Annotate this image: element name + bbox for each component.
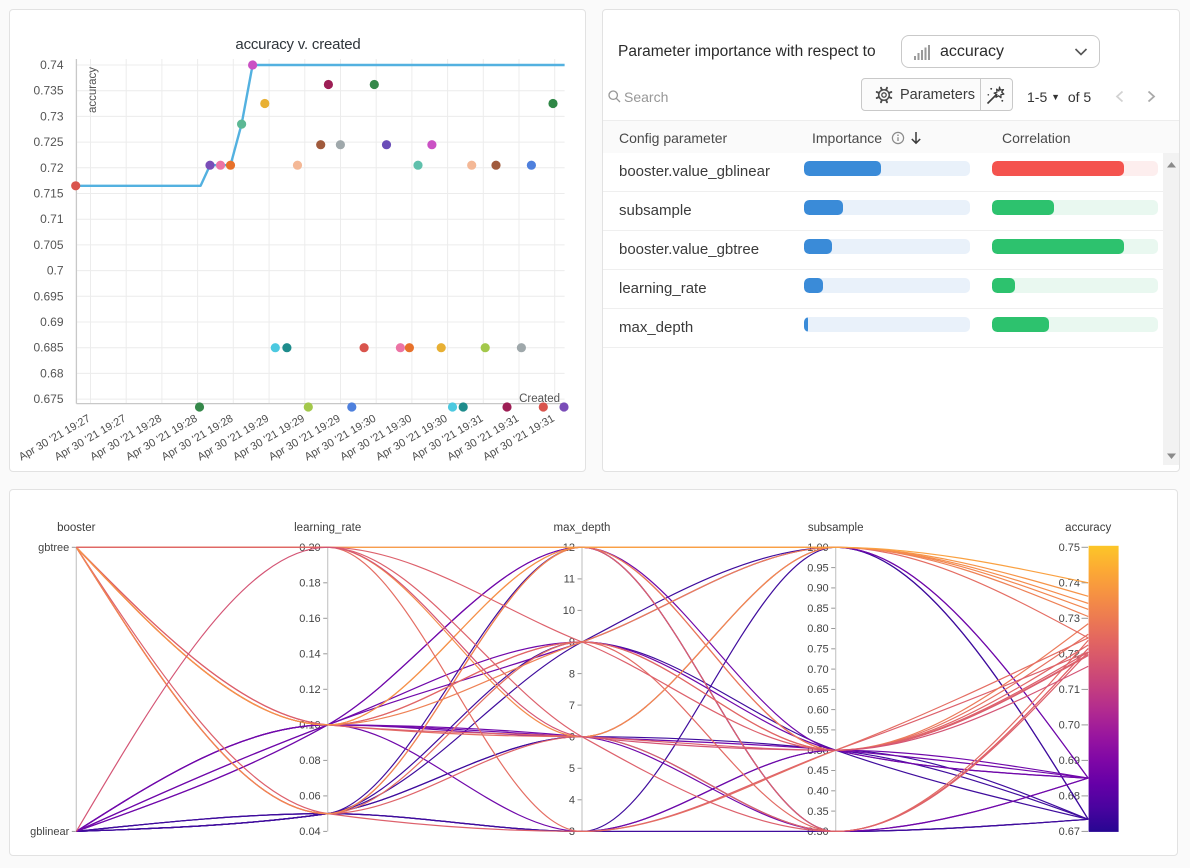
svg-text:7: 7: [569, 700, 575, 712]
svg-text:accuracy: accuracy: [1065, 522, 1111, 534]
svg-text:0.67: 0.67: [1059, 826, 1080, 838]
svg-text:0.18: 0.18: [299, 578, 320, 590]
svg-text:0.71: 0.71: [40, 212, 64, 226]
svg-text:0.71: 0.71: [1059, 684, 1080, 696]
svg-text:0.74: 0.74: [40, 58, 64, 72]
svg-text:0.14: 0.14: [299, 649, 320, 661]
svg-text:0.35: 0.35: [807, 806, 828, 818]
svg-text:0.725: 0.725: [33, 135, 63, 149]
svg-text:0.55: 0.55: [807, 725, 828, 737]
svg-text:0.68: 0.68: [40, 366, 64, 380]
svg-text:0.70: 0.70: [1059, 720, 1080, 732]
svg-text:0.68: 0.68: [1059, 791, 1080, 803]
svg-text:0.40: 0.40: [807, 786, 828, 798]
svg-text:0.73: 0.73: [40, 109, 64, 123]
svg-text:0.95: 0.95: [807, 562, 828, 574]
svg-text:0.7: 0.7: [47, 264, 64, 278]
svg-text:0.90: 0.90: [807, 583, 828, 595]
svg-text:3: 3: [569, 826, 575, 838]
svg-text:0.69: 0.69: [40, 315, 64, 329]
svg-text:0.08: 0.08: [299, 755, 320, 767]
svg-text:8: 8: [569, 668, 575, 680]
svg-text:0.65: 0.65: [807, 684, 828, 696]
svg-text:0.69: 0.69: [1059, 755, 1080, 767]
svg-text:0.72: 0.72: [40, 161, 64, 175]
svg-text:max_depth: max_depth: [554, 522, 611, 534]
svg-text:accuracy: accuracy: [87, 67, 99, 113]
svg-text:10: 10: [563, 605, 575, 617]
svg-text:accuracy v. created: accuracy v. created: [235, 36, 360, 53]
svg-text:0.675: 0.675: [33, 392, 63, 406]
svg-text:0.60: 0.60: [807, 704, 828, 716]
svg-text:0.715: 0.715: [33, 187, 63, 201]
svg-text:5: 5: [569, 763, 575, 775]
svg-text:gblinear: gblinear: [30, 826, 69, 838]
svg-text:0.70: 0.70: [807, 664, 828, 676]
svg-text:11: 11: [564, 574, 575, 586]
svg-text:learning_rate: learning_rate: [294, 522, 361, 534]
svg-text:0.06: 0.06: [299, 791, 320, 803]
svg-text:0.80: 0.80: [807, 623, 828, 635]
svg-text:subsample: subsample: [808, 522, 864, 534]
svg-text:0.73: 0.73: [1059, 613, 1080, 625]
svg-text:0.04: 0.04: [299, 826, 320, 838]
svg-text:0.685: 0.685: [33, 341, 63, 355]
svg-text:0.45: 0.45: [807, 765, 828, 777]
svg-text:0.12: 0.12: [299, 684, 320, 696]
svg-text:0.695: 0.695: [33, 289, 63, 303]
svg-text:0.735: 0.735: [33, 84, 63, 98]
svg-text:Created: Created: [519, 393, 560, 405]
svg-text:4: 4: [569, 795, 575, 807]
svg-text:0.16: 0.16: [299, 613, 320, 625]
svg-text:0.75: 0.75: [807, 644, 828, 656]
svg-text:0.705: 0.705: [33, 238, 63, 252]
svg-text:booster: booster: [57, 522, 96, 534]
svg-text:gbtree: gbtree: [38, 542, 69, 554]
svg-text:0.85: 0.85: [807, 603, 828, 615]
svg-text:0.75: 0.75: [1059, 542, 1080, 554]
